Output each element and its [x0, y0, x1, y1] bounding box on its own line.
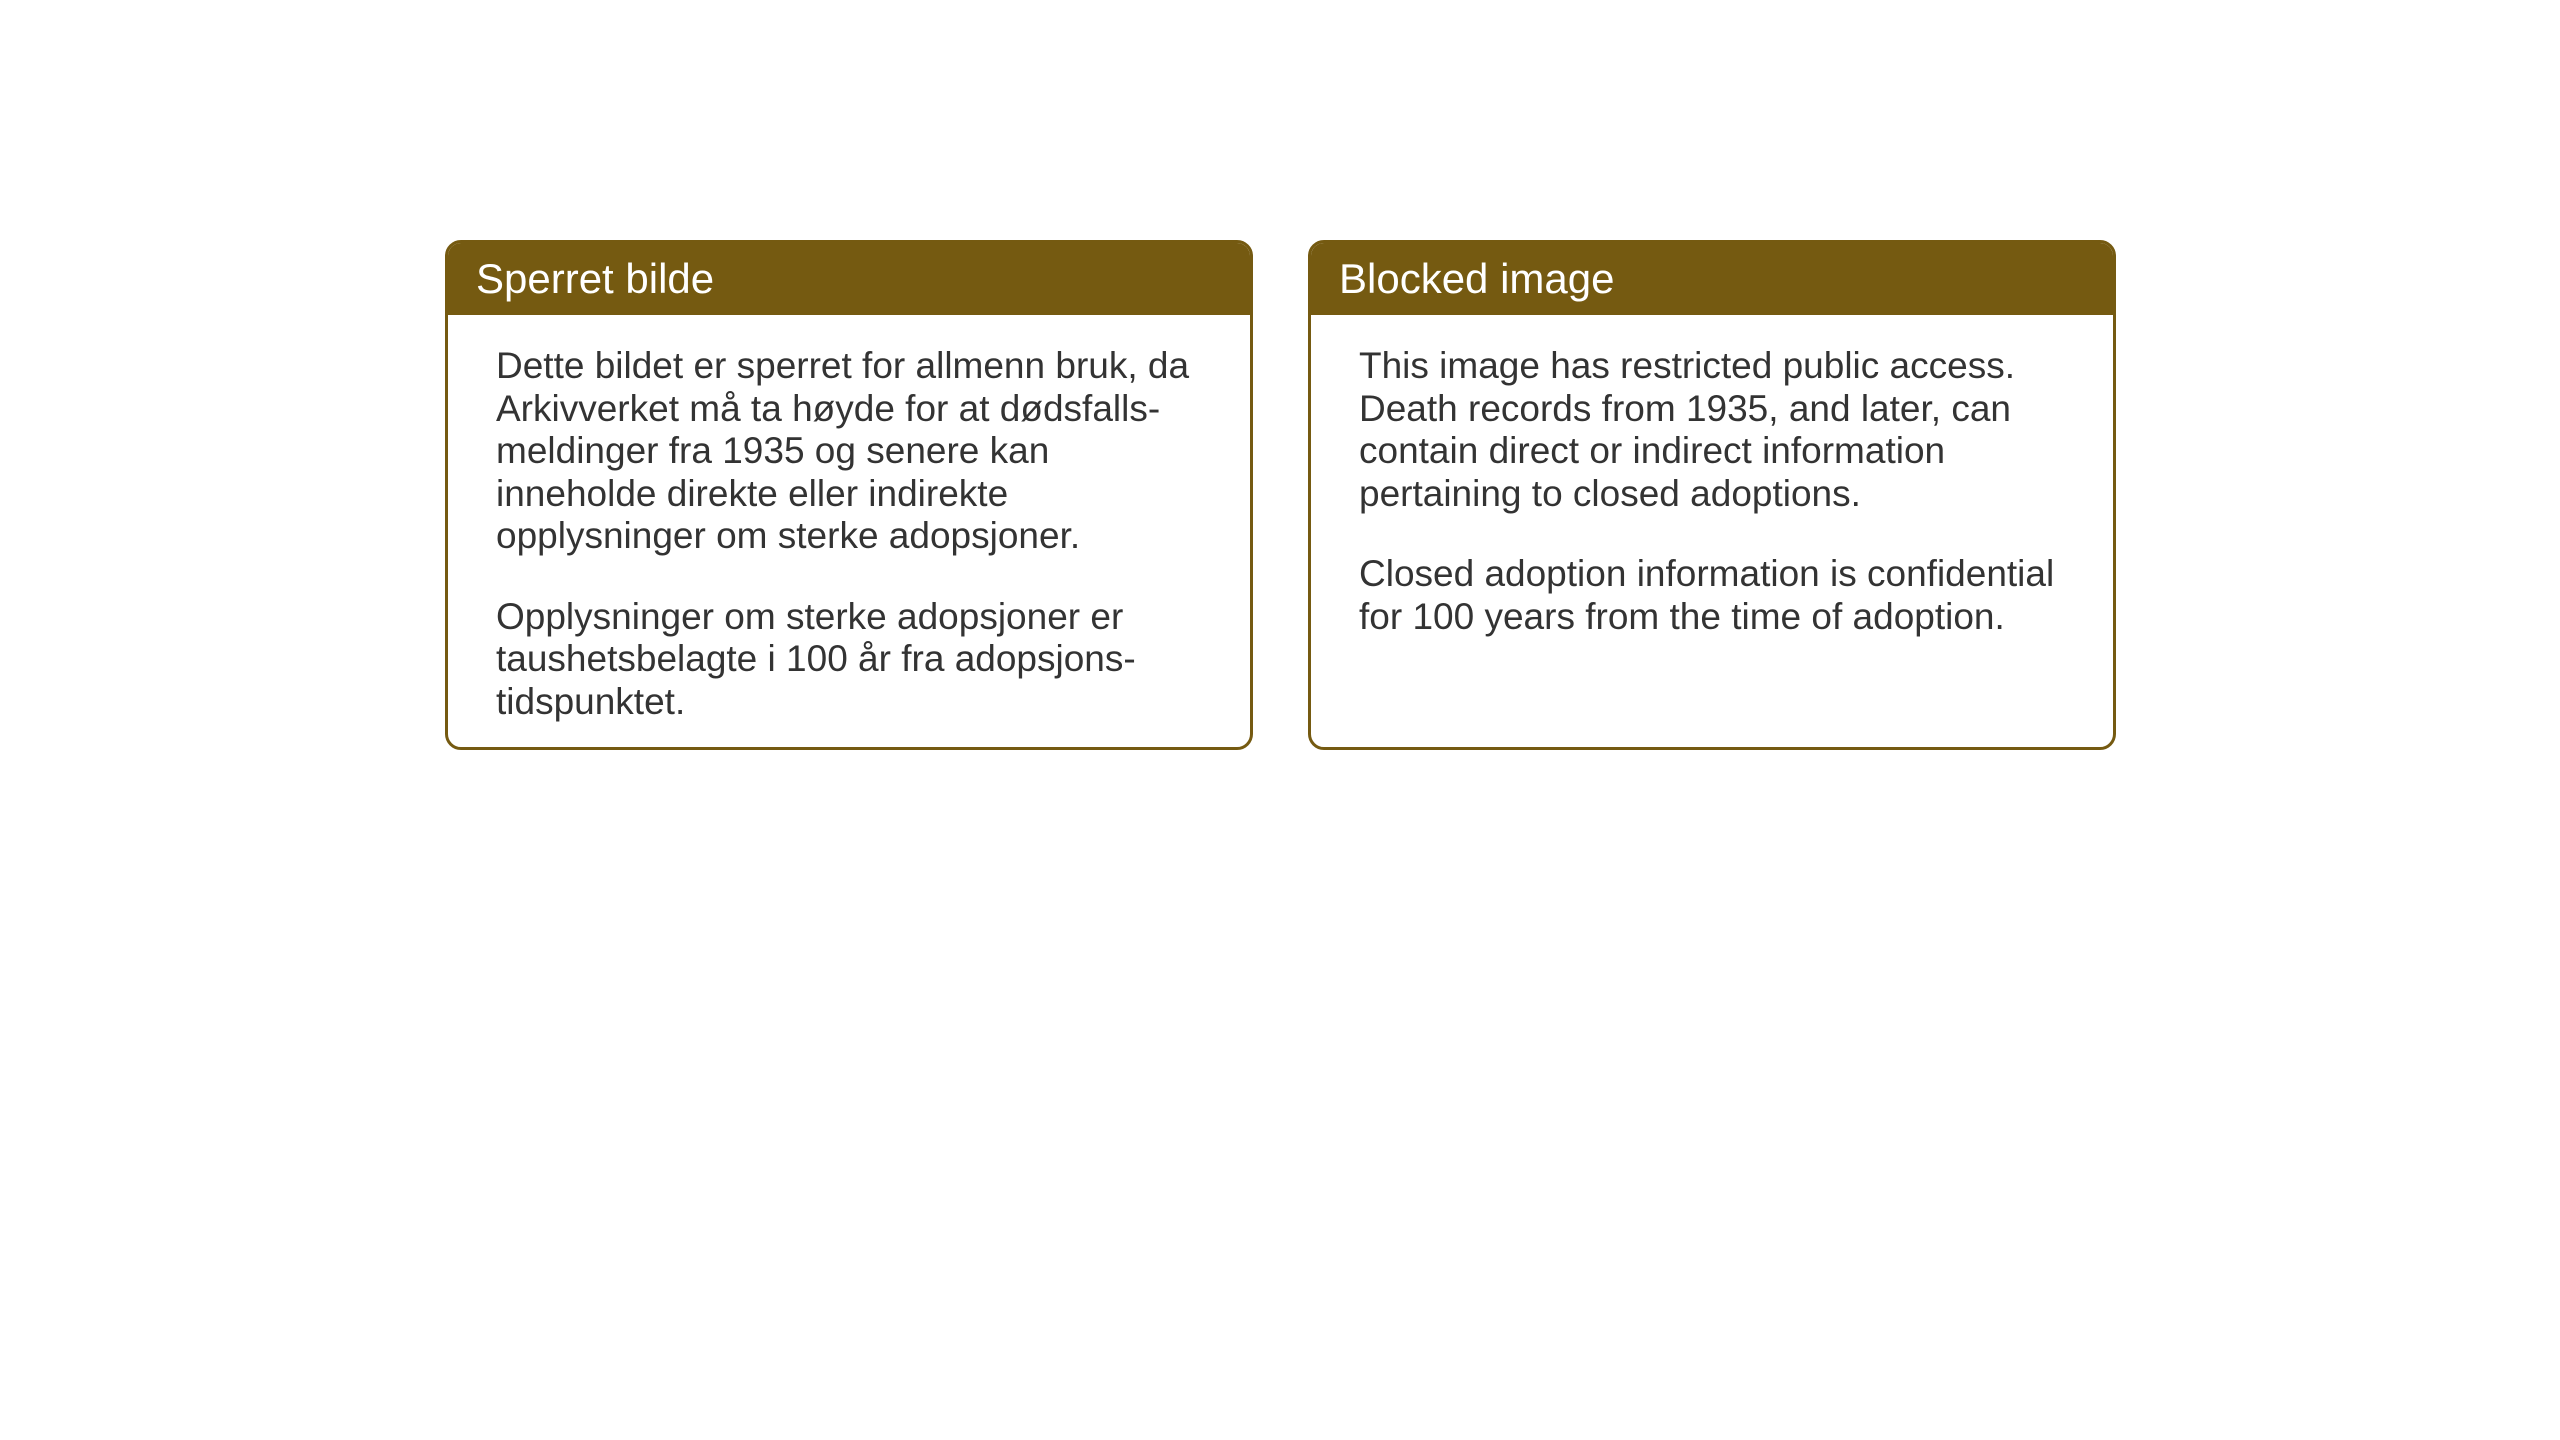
notice-paragraph-2-english: Closed adoption information is confident… [1359, 553, 2065, 638]
notice-paragraph-2-norwegian: Opplysninger om sterke adopsjoner er tau… [496, 596, 1202, 724]
notice-header-norwegian: Sperret bilde [448, 243, 1250, 315]
notice-box-norwegian: Sperret bilde Dette bildet er sperret fo… [445, 240, 1253, 750]
notice-header-english: Blocked image [1311, 243, 2113, 315]
notice-body-english: This image has restricted public access.… [1311, 315, 2113, 668]
notice-title-english: Blocked image [1339, 255, 1614, 302]
notice-container: Sperret bilde Dette bildet er sperret fo… [445, 240, 2116, 750]
notice-title-norwegian: Sperret bilde [476, 255, 714, 302]
notice-paragraph-1-norwegian: Dette bildet er sperret for allmenn bruk… [496, 345, 1202, 558]
notice-paragraph-1-english: This image has restricted public access.… [1359, 345, 2065, 515]
notice-body-norwegian: Dette bildet er sperret for allmenn bruk… [448, 315, 1250, 750]
notice-box-english: Blocked image This image has restricted … [1308, 240, 2116, 750]
